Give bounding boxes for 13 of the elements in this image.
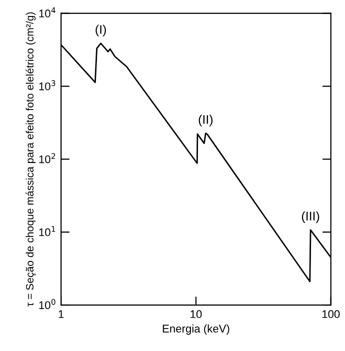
y-tick-label: 10$^{4}$ [39, 7, 56, 18]
x-axis-title: Energia (keV) [162, 324, 230, 335]
y-tick-label: 10$^{2}$ [39, 153, 56, 164]
x-tick-label: 10 [190, 310, 202, 318]
annotation: (III) [302, 211, 320, 224]
y-tick-label: 10$^{1}$ [39, 226, 56, 236]
y-tick-label: 10$^{0}$ [39, 298, 56, 310]
y-axis-title: τ = Seção de choque mássica para efeito foto elelétrico (cm²/g) [26, 12, 36, 306]
annotation: (I) [96, 24, 106, 36]
annotation: (II) [198, 114, 213, 126]
x-tick-label: 1 [58, 310, 64, 318]
y-tick-label: 10$^{3}$ [39, 80, 56, 90]
x-tick-label: 100 [322, 310, 340, 318]
